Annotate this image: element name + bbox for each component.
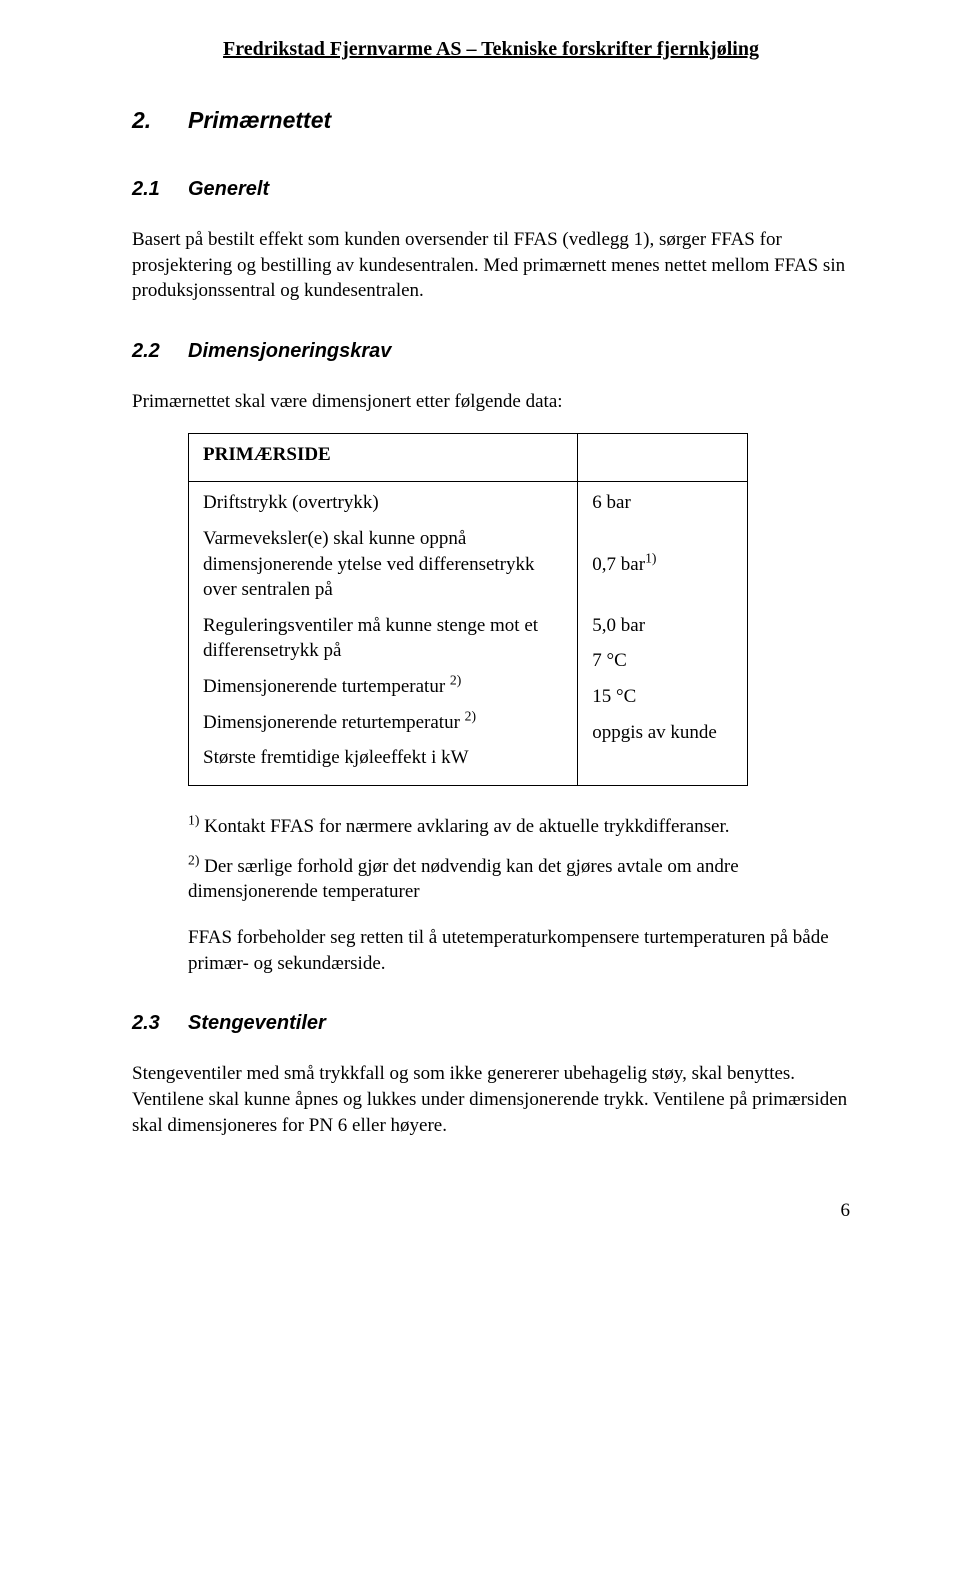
footnote-1: 1) Kontakt FFAS for nærmere avklaring av… bbox=[188, 814, 850, 840]
row-label: Dimensjonerende turtemperatur 2) bbox=[203, 674, 563, 700]
heading-2-2: 2.2 Dimensjoneringskrav bbox=[132, 338, 850, 365]
table-body-values: 6 bar 0,7 bar1) 5,0 bar 7 °C 15 °C oppgi… bbox=[578, 482, 748, 786]
row-label: Varmeveksler(e) skal kunne oppnå dimensj… bbox=[203, 526, 563, 603]
table-head-row: PRIMÆRSIDE bbox=[189, 433, 748, 482]
heading-2-text: Primærnettet bbox=[188, 105, 331, 136]
row-value: 15 °C bbox=[592, 684, 733, 710]
table-body-row: Driftstrykk (overtrykk) Varmeveksler(e) … bbox=[189, 482, 748, 786]
document-header-title: Fredrikstad Fjernvarme AS – Tekniske for… bbox=[132, 36, 850, 63]
page: Fredrikstad Fjernvarme AS – Tekniske for… bbox=[0, 0, 960, 1264]
heading-2-1: 2.1 Generelt bbox=[132, 176, 850, 203]
row-value: 5,0 bar bbox=[592, 613, 733, 639]
para-2-3-body: Stengeventiler med små trykkfall og som … bbox=[132, 1061, 850, 1138]
table-head-label: PRIMÆRSIDE bbox=[189, 433, 578, 482]
row-value: 6 bar bbox=[592, 490, 733, 516]
row-label: Driftstrykk (overtrykk) bbox=[203, 490, 563, 516]
heading-2-number: 2. bbox=[132, 105, 188, 136]
heading-2-1-number: 2.1 bbox=[132, 176, 188, 203]
heading-2-1-text: Generelt bbox=[188, 176, 269, 203]
heading-2-3: 2.3 Stengeventiler bbox=[132, 1010, 850, 1037]
para-2-1-body: Basert på bestilt effekt som kunden over… bbox=[132, 227, 850, 304]
heading-2-3-number: 2.3 bbox=[132, 1010, 188, 1037]
heading-2-3-text: Stengeventiler bbox=[188, 1010, 326, 1037]
footnotes-block: 1) Kontakt FFAS for nærmere avklaring av… bbox=[132, 814, 850, 976]
row-value: oppgis av kunde bbox=[592, 720, 733, 746]
footnote-3: FFAS forbeholder seg retten til å utetem… bbox=[188, 925, 850, 976]
row-label: Dimensjonerende returtemperatur 2) bbox=[203, 710, 563, 736]
heading-2: 2. Primærnettet bbox=[132, 105, 850, 136]
row-value: 0,7 bar1) bbox=[592, 552, 733, 578]
heading-2-2-number: 2.2 bbox=[132, 338, 188, 365]
row-value: 7 °C bbox=[592, 648, 733, 674]
spec-table-wrap: PRIMÆRSIDE Driftstrykk (overtrykk) Varme… bbox=[132, 433, 850, 786]
page-number: 6 bbox=[132, 1198, 850, 1224]
table-head-value bbox=[578, 433, 748, 482]
table-body-labels: Driftstrykk (overtrykk) Varmeveksler(e) … bbox=[189, 482, 578, 786]
footnote-2: 2) Der særlige forhold gjør det nødvendi… bbox=[188, 854, 850, 905]
para-2-2-intro: Primærnettet skal være dimensjonert ette… bbox=[132, 389, 850, 415]
spec-table: PRIMÆRSIDE Driftstrykk (overtrykk) Varme… bbox=[188, 433, 748, 786]
row-label: Største fremtidige kjøleeffekt i kW bbox=[203, 745, 563, 771]
heading-2-2-text: Dimensjoneringskrav bbox=[188, 338, 391, 365]
row-label: Reguleringsventiler må kunne stenge mot … bbox=[203, 613, 563, 664]
